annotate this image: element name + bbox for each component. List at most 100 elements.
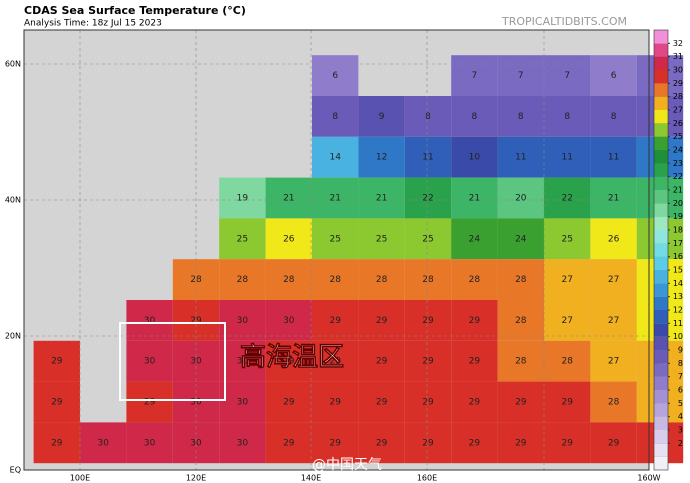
sst-value: 28	[469, 275, 481, 285]
colorbar-segment	[654, 136, 668, 150]
sst-value: 29	[515, 438, 527, 448]
colorbar-segment	[654, 390, 668, 404]
colorbar-label: 29	[673, 79, 683, 88]
colorbar-label: 27	[673, 106, 683, 115]
sst-cell	[126, 422, 173, 464]
sst-cell	[497, 340, 544, 382]
colorbar-label: 9	[678, 346, 683, 355]
sst-value: 29	[329, 316, 341, 326]
colorbar-segment	[654, 376, 668, 390]
lat-label: 20N	[5, 332, 21, 341]
colorbar-label: 17	[673, 239, 683, 248]
sst-value: 11	[608, 153, 619, 163]
colorbar-segment	[654, 43, 668, 57]
sst-value: 21	[608, 194, 619, 204]
highlight-box	[119, 322, 226, 401]
sst-value: 30	[283, 316, 295, 326]
sst-value: 25	[376, 234, 387, 244]
colorbar-label: 31	[673, 52, 683, 61]
sst-cell	[544, 422, 591, 464]
colorbar-segment	[654, 270, 668, 284]
graticule	[24, 30, 649, 470]
sst-value: 8	[332, 112, 338, 122]
sst-value: 25	[422, 234, 433, 244]
sst-value: 29	[51, 357, 63, 367]
sst-value: 22	[561, 194, 572, 204]
colorbar-segment	[654, 403, 668, 417]
sst-cell	[312, 381, 359, 423]
sst-cell	[358, 177, 405, 219]
sst-cell	[126, 300, 173, 341]
sst-value: 29	[283, 438, 295, 448]
sst-value: 29	[376, 438, 388, 448]
colorbar-segment	[654, 363, 668, 377]
sst-cell	[404, 96, 452, 137]
sst-cell	[497, 381, 544, 423]
sst-cell	[312, 300, 359, 341]
sst-value: 29	[329, 398, 341, 408]
sst-cell	[312, 340, 359, 382]
colorbar-segment	[654, 216, 668, 230]
sst-cell	[544, 177, 591, 219]
sst-value: 30	[144, 357, 156, 367]
sst-value: 29	[469, 357, 481, 367]
subtitle: Analysis Time: 18z Jul 15 2023	[24, 19, 162, 29]
sst-value: 11	[515, 153, 526, 163]
sst-cell	[404, 340, 452, 382]
sst-value: 29	[283, 357, 295, 367]
sst-cell	[33, 381, 80, 423]
lon-label: 140E	[301, 474, 321, 483]
sst-cell	[451, 218, 498, 260]
sst-cell	[126, 381, 173, 423]
sst-cell	[80, 422, 127, 464]
colorbar-segment	[654, 310, 668, 324]
sst-cell	[451, 340, 498, 382]
site: TROPICALTIDBITS.COM	[501, 15, 627, 28]
colorbar-label: 5	[678, 399, 683, 408]
colorbar-segment	[654, 176, 668, 190]
sst-cell	[358, 300, 405, 341]
sst-cell	[544, 340, 591, 382]
sst-value: 28	[515, 316, 527, 326]
sst-value: 30	[190, 357, 202, 367]
sst-cell	[265, 381, 312, 423]
sst-cell	[497, 96, 544, 137]
sst-value: 29	[469, 316, 481, 326]
sst-value: 29	[422, 398, 434, 408]
sst-value: 8	[425, 112, 431, 122]
colorbar-label: 18	[673, 226, 683, 235]
colorbar-segment	[654, 416, 668, 430]
colorbar-label: 21	[673, 186, 683, 195]
sst-cell	[265, 300, 312, 341]
colorbar-segment	[654, 83, 668, 97]
colorbar-label: 14	[673, 279, 683, 288]
sst-cell	[544, 218, 591, 260]
colorbar-segment	[654, 430, 668, 444]
sst-cell	[451, 55, 498, 96]
sst-cell	[33, 340, 80, 382]
sst-cell	[219, 422, 266, 464]
sst-value: 29	[469, 438, 481, 448]
sst-value: 30	[237, 316, 249, 326]
sst-cell	[312, 55, 359, 96]
sst-value: 30	[144, 316, 156, 326]
sst-cell	[497, 177, 544, 219]
annotation: 高海温区	[240, 342, 344, 373]
sst-cell	[219, 218, 266, 260]
colorbar-label: 7	[678, 372, 683, 381]
sst-cell	[265, 177, 312, 219]
sst-value: 29	[283, 398, 295, 408]
colorbar-segment	[654, 283, 668, 297]
sst-value: 6	[611, 71, 617, 81]
sst-cell	[404, 177, 452, 219]
sst-value: 29	[608, 438, 620, 448]
colorbar-segment	[654, 203, 668, 217]
sst-cell	[265, 259, 312, 300]
colorbar-segment	[654, 150, 668, 164]
sst-value: 30	[144, 438, 156, 448]
sst-cell	[312, 96, 359, 137]
sst-value: 29	[144, 398, 156, 408]
colorbar-segment	[654, 443, 668, 457]
sst-value: 7	[564, 71, 570, 81]
sst-cell	[219, 177, 266, 219]
